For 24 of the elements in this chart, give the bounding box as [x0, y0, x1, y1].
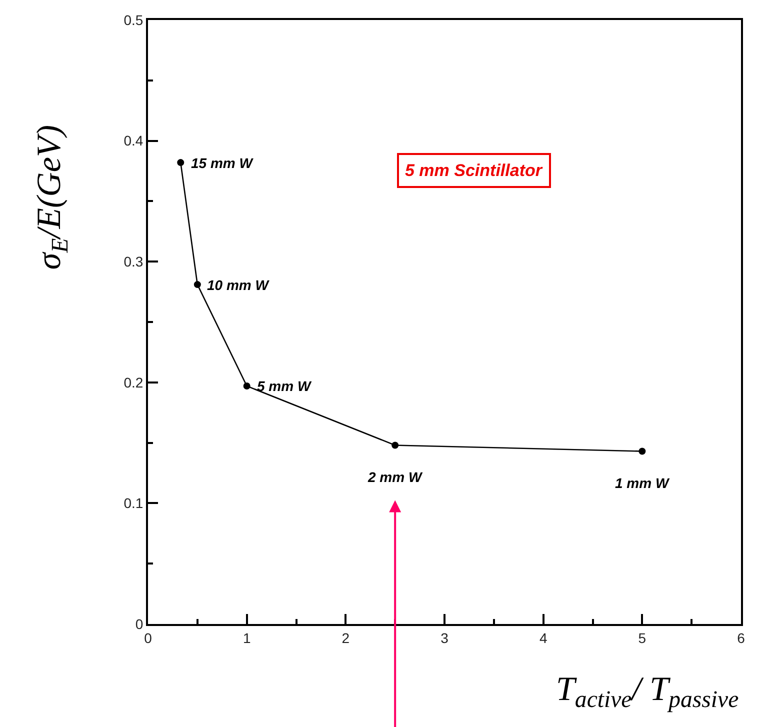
x-tick-label: 3 — [440, 630, 449, 646]
point — [638, 448, 646, 455]
y-tick-label: 0.4 — [124, 132, 144, 149]
x-tick-label: 1 — [242, 630, 251, 646]
x-tick-label: 6 — [737, 630, 746, 646]
y-tick-label: 0 — [135, 616, 144, 632]
x-tick-label: 2 — [342, 630, 350, 646]
point — [177, 159, 184, 166]
annotation: 15 mm W — [191, 155, 254, 171]
point — [194, 281, 201, 288]
y-tick-label: 0.1 — [124, 495, 144, 512]
annotation: 10 mm W — [207, 277, 270, 293]
x-axis-title: T$_{active}$/ T$_{passive}$ — [556, 671, 740, 714]
x-tick-label: 5 — [638, 630, 646, 646]
x-tick-label: 4 — [539, 630, 548, 646]
annotation: 1 mm W — [615, 475, 670, 491]
y-tick-label: 0.3 — [124, 254, 144, 270]
y-tick-label: 0.2 — [124, 374, 144, 390]
point — [243, 382, 250, 390]
annotation: 5 mm W — [257, 378, 312, 394]
y-tick-label: 0.5 — [124, 12, 144, 28]
annotation: 2 mm W — [367, 469, 424, 485]
point — [392, 442, 399, 449]
annotation: 5 mm Scintillator — [405, 161, 544, 180]
